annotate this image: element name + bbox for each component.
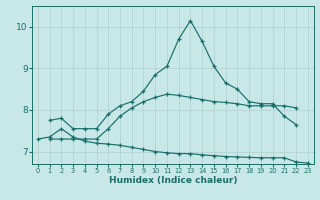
X-axis label: Humidex (Indice chaleur): Humidex (Indice chaleur) xyxy=(108,176,237,185)
